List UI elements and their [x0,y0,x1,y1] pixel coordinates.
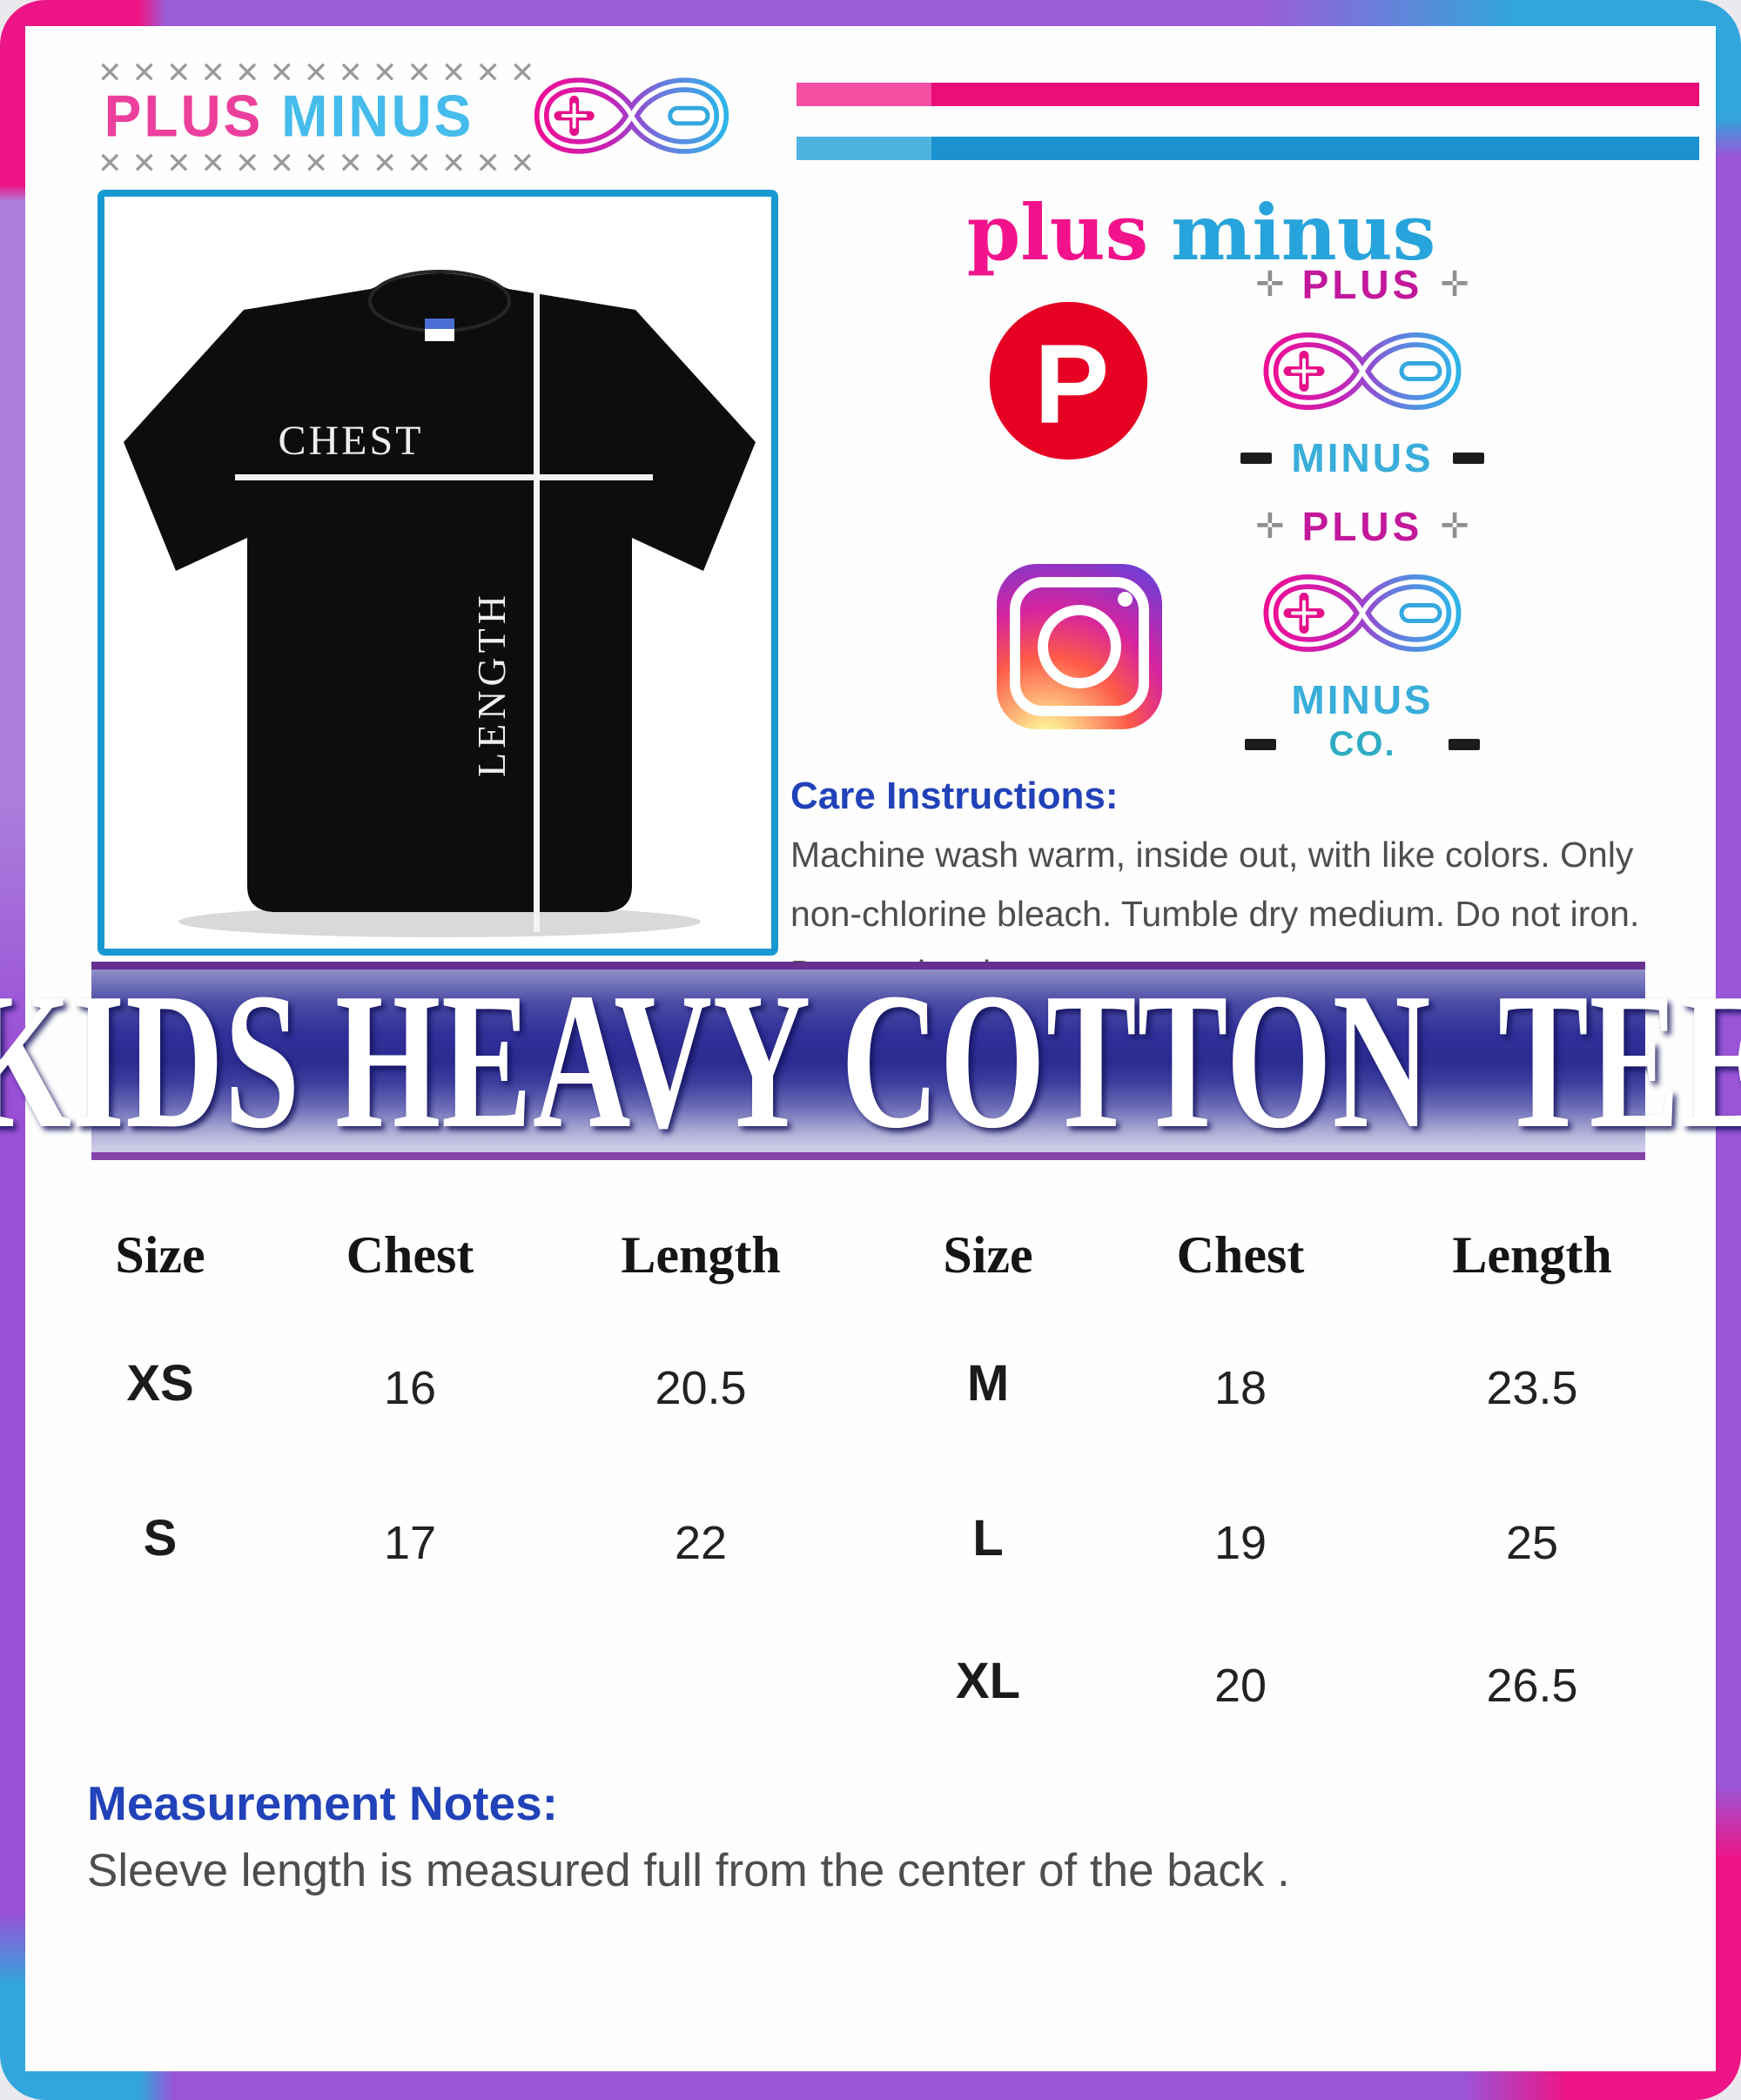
length-m: 23.5 [1486,1362,1578,1414]
badge2-co-label: CO. [1328,725,1396,763]
minus-dash-icon [1245,739,1277,750]
minus-dash-icon [1240,452,1273,464]
frame-top [0,0,1741,26]
cross-icon: ✛ [1440,507,1469,547]
brand-logo: PLUS MINUS [97,82,481,150]
badge1-minus-label: MINUS [1291,435,1434,480]
decor-bar-blue [797,137,1699,160]
infinity-logo-icon [1263,574,1462,652]
chest-l: 19 [1213,1517,1267,1569]
chest-m: 18 [1213,1362,1267,1414]
length-l: 25 [1505,1517,1559,1569]
size-s: S [143,1510,178,1567]
pinterest-icon: P [989,301,1148,460]
cross-icon: ✛ [1255,507,1285,547]
tshirt-diagram: CHEST LENGTH [124,270,756,937]
measurement-notes-body: Sleeve length is measured full from the … [87,1845,1290,1896]
length-label: LENGTH [469,591,514,777]
plus-minus-badge-2: ✛ PLUS ✛ MINUS CO. [1175,503,1549,764]
instagram-dot [1118,592,1133,607]
badge1-plus-label: PLUS [1301,262,1423,307]
stitch-row-bottom: ✕✕✕✕✕✕✕✕✕✕✕✕✕ [97,146,545,181]
plus-minus-badge-1: ✛ PLUS ✛ MINUS [1175,261,1549,481]
badge2-plus-label: PLUS [1301,504,1423,549]
chest-s: 17 [383,1517,437,1569]
decor-bar-pink [797,83,1699,106]
care-line-2: non-chlorine bleach. Tumble dry medium. … [790,894,1640,934]
size-xs: XS [126,1355,194,1412]
size-l: L [972,1510,1004,1567]
chest-xl: 20 [1213,1660,1267,1712]
length-xl: 26.5 [1486,1660,1578,1712]
chest-measure-line [235,474,653,480]
column-header-length-2: Length [1452,1226,1612,1284]
plus-minus-title: plus minus [888,187,1515,278]
svg-text:P: P [1034,322,1109,447]
infinity-logo-icon [1263,332,1462,410]
minus-dash-icon [1448,739,1480,750]
care-line-1: Machine wash warm, inside out, with like… [790,835,1634,875]
frame-left [0,0,25,2100]
cross-icon: ✛ [1440,265,1469,305]
column-header-chest-2: Chest [1176,1226,1305,1284]
badge1-minus-row: MINUS [1240,434,1484,481]
column-header-length: Length [621,1226,781,1284]
care-instructions-heading: Care Instructions: [790,775,1119,817]
infinity-logo-icon [534,77,729,154]
instagram-frame [1010,577,1149,716]
length-xs: 20.5 [655,1362,747,1414]
column-header-size: Size [115,1226,205,1284]
badge2-plus-row: ✛ PLUS ✛ [1255,503,1469,550]
stitch-row-top: ✕✕✕✕✕✕✕✕✕✕✕✕✕ [97,56,545,91]
instagram-icon [997,564,1162,729]
size-m: M [966,1355,1010,1412]
length-measure-line [534,291,540,932]
minus-dash-icon [1452,452,1484,464]
brand-minus-label: MINUS [281,82,474,150]
chest-xs: 16 [383,1362,437,1414]
badge2-minus-label: MINUS [1291,677,1434,722]
instagram-lens [1038,605,1121,688]
tshirt-silhouette [124,273,756,912]
length-s: 22 [674,1517,728,1569]
title-minus: minus [1171,187,1436,278]
tshirt-diagram-box: CHEST LENGTH [97,190,778,956]
badge1-plus-row: ✛ PLUS ✛ [1255,261,1469,308]
measurement-notes-heading: Measurement Notes: [87,1776,558,1830]
product-title: KIDS HEAVY COTTON TEE [0,953,1741,1169]
product-title-banner: KIDS HEAVY COTTON TEE [0,953,1741,1169]
title-plus: plus [966,187,1149,278]
brand-plus-label: PLUS [104,82,264,150]
badge2-co-row: CO. [1245,725,1480,764]
frame-right [1716,0,1741,2100]
size-xl: XL [955,1653,1021,1709]
frame-bottom [0,2071,1741,2100]
column-header-chest: Chest [346,1226,474,1284]
column-header-size-2: Size [943,1226,1033,1284]
cross-icon: ✛ [1255,265,1285,305]
chest-label: CHEST [278,418,423,464]
minus-glyph [668,105,710,126]
